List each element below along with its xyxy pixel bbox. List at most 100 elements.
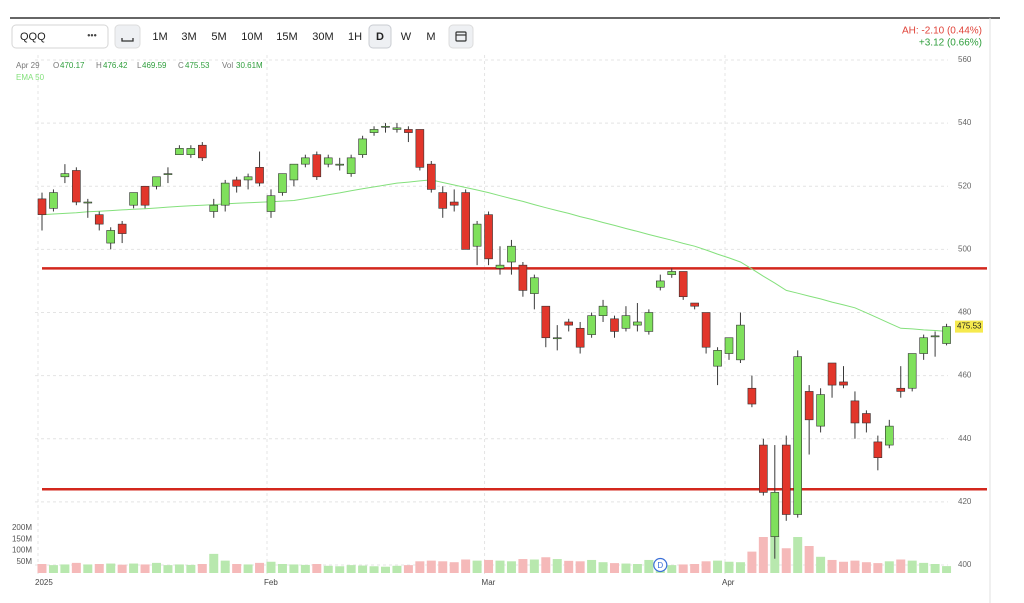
ohlc-value: 470.17	[60, 61, 85, 70]
candle-body	[575, 327, 585, 348]
volume-bar	[289, 564, 299, 573]
candle-body	[129, 192, 138, 206]
candle-body	[426, 163, 436, 190]
volume-bar	[896, 559, 906, 573]
volume-bar	[117, 564, 127, 573]
interval-button[interactable]: M	[426, 31, 435, 43]
volume-bar	[919, 562, 929, 573]
volume-bar	[541, 557, 551, 573]
volume-tick-label: 150M	[12, 534, 32, 543]
candle-body	[816, 394, 825, 427]
candle-body	[598, 305, 608, 316]
x-tick-label: 2025	[35, 578, 53, 587]
candle-body	[163, 173, 173, 175]
volume-bar	[300, 564, 310, 573]
calendar-button[interactable]	[448, 24, 474, 49]
candle-body	[873, 441, 883, 458]
ohlc-value: 469.59	[142, 61, 167, 70]
volume-tick-label: 100M	[12, 546, 32, 555]
ohlc-label: C	[178, 61, 184, 70]
candle-body	[472, 223, 482, 247]
ohlc-label: Vol	[222, 61, 233, 70]
volume-bar	[415, 561, 425, 573]
candle-body	[644, 312, 654, 332]
interval-button[interactable]: 1M	[152, 31, 167, 43]
interval-button[interactable]: 30M	[312, 31, 333, 43]
ohlc-value: 475.53	[185, 61, 210, 70]
calendar-icon	[455, 31, 467, 42]
candle-body	[140, 185, 150, 206]
volume-bar	[575, 561, 585, 573]
candle-body	[862, 413, 871, 424]
candle-body	[839, 381, 848, 386]
volume-bar	[587, 559, 597, 573]
volume-tick-label: 200M	[12, 523, 32, 532]
volume-bar	[907, 560, 917, 573]
candle-body	[209, 204, 219, 212]
volume-bar	[71, 562, 81, 573]
symbol-box[interactable]	[11, 24, 109, 49]
volume-bar	[884, 561, 894, 573]
volume-bar	[942, 566, 952, 573]
volume-bar	[346, 565, 356, 573]
candle-body	[919, 337, 928, 354]
last-price-label: 475.53	[957, 322, 982, 331]
volume-bar	[403, 565, 413, 573]
candle-body	[770, 492, 780, 537]
volume-bar	[60, 564, 70, 573]
volume-bar	[632, 564, 642, 573]
volume-bar	[209, 553, 219, 573]
candle-body	[461, 192, 470, 250]
candle-body	[724, 337, 734, 354]
candle-body	[369, 129, 379, 133]
volume-bar	[667, 565, 677, 573]
candle-body	[667, 271, 677, 275]
volume-bar	[495, 560, 505, 573]
indicator-legend: EMA 50	[16, 73, 45, 82]
y-tick-label: 400	[958, 560, 972, 569]
volume-bar	[449, 562, 459, 573]
volume-bar	[472, 560, 482, 573]
interval-button[interactable]: 10M	[241, 31, 262, 43]
candle-body	[907, 353, 917, 389]
volume-bar	[850, 560, 860, 573]
candle-body	[381, 125, 390, 128]
interval-button[interactable]: D	[376, 31, 384, 43]
volume-tick-label: 50M	[16, 557, 32, 566]
candle-body	[358, 138, 367, 155]
interval-button[interactable]: 1H	[348, 31, 362, 43]
chart-type-icon	[121, 38, 134, 42]
candle-body	[884, 425, 894, 446]
volume-bar	[484, 559, 494, 573]
candle-body	[930, 335, 940, 338]
candle-body	[564, 321, 574, 326]
candle-body	[655, 280, 665, 288]
interval-button[interactable]: 3M	[181, 31, 196, 43]
candle-body	[449, 201, 459, 206]
candle-body	[94, 214, 104, 225]
volume-bar	[48, 565, 58, 573]
volume-bar	[163, 565, 173, 573]
interval-button[interactable]: 5M	[211, 31, 226, 43]
ohlc-label: Apr 29	[16, 61, 40, 70]
y-tick-label: 480	[958, 308, 972, 317]
interval-button[interactable]: 15M	[276, 31, 297, 43]
symbol: QQQ	[20, 31, 46, 43]
candle-body	[392, 127, 402, 130]
candle-body	[736, 324, 745, 361]
volume-bar	[747, 551, 757, 573]
volume-bar	[335, 566, 345, 573]
chart-type-button[interactable]	[114, 24, 141, 49]
event-marker[interactable]	[653, 557, 668, 573]
interval-button[interactable]: W	[401, 31, 412, 43]
candle-body	[518, 264, 528, 291]
volume-bar	[461, 559, 471, 573]
volume-bar	[644, 559, 654, 573]
symbol-menu[interactable]: •••	[87, 30, 96, 40]
volume-bar	[243, 564, 253, 573]
y-tick-label: 420	[958, 497, 972, 506]
candle-body	[827, 362, 837, 386]
candle-body	[942, 326, 951, 344]
candle-body	[37, 198, 47, 215]
candle-body	[49, 192, 58, 209]
